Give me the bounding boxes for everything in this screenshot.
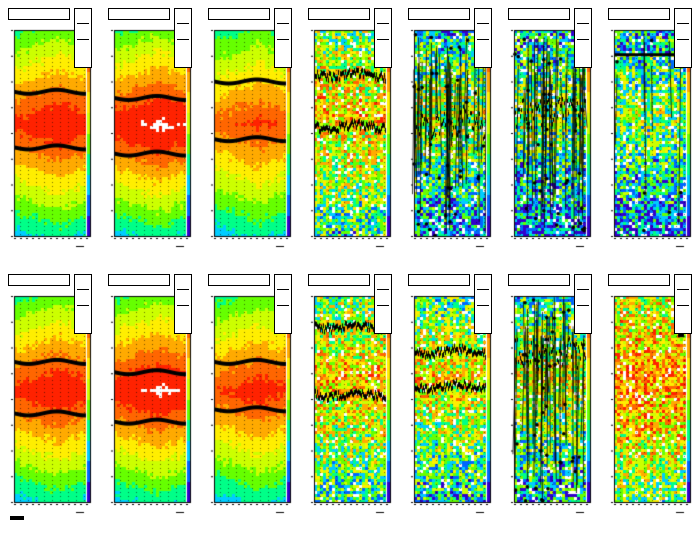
panel-stats-box <box>74 8 92 68</box>
panel-title-box <box>208 274 270 286</box>
panel-title-box <box>208 8 270 20</box>
footer-scale <box>8 516 24 521</box>
panel-title-box <box>108 8 170 20</box>
panel-stats-box <box>274 274 292 334</box>
panel-stats-box <box>374 8 392 68</box>
panel-stats-box <box>574 8 592 68</box>
panel-title-box <box>608 8 670 20</box>
panel-stats-box <box>274 8 292 68</box>
panel-stats-box <box>674 8 692 68</box>
panel-stats-box <box>474 8 492 68</box>
panel-stats-box <box>674 274 692 334</box>
panel-title-box <box>508 274 570 286</box>
panel-title-box <box>508 8 570 20</box>
panel-title-box <box>308 8 370 20</box>
panel-title-box <box>8 8 70 20</box>
panel-stats-box <box>174 8 192 68</box>
panel-title-box <box>108 274 170 286</box>
panel-title-box <box>308 274 370 286</box>
panel-title-box <box>408 8 470 20</box>
footer-bar <box>10 516 24 520</box>
panel-stats-box <box>574 274 592 334</box>
panel-stats-box <box>174 274 192 334</box>
panel-stats-box <box>74 274 92 334</box>
panel-stats-box <box>474 274 492 334</box>
panel-title-box <box>8 274 70 286</box>
panel-stats-box <box>374 274 392 334</box>
panel-title-box <box>608 274 670 286</box>
panel-title-box <box>408 274 470 286</box>
